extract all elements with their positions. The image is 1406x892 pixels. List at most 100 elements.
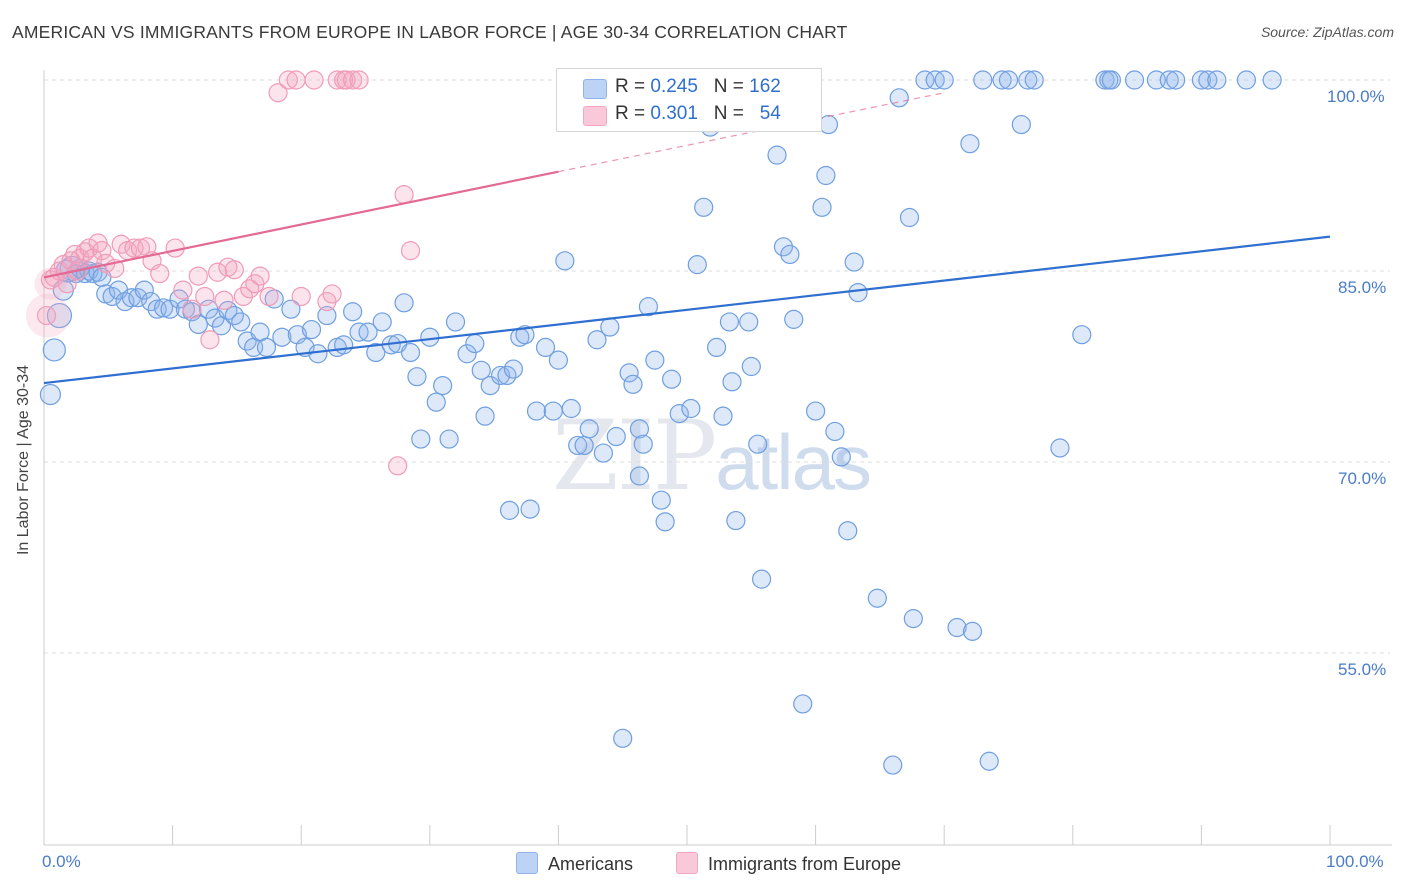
americans-point <box>962 621 983 641</box>
immigrants-point <box>188 266 208 286</box>
y-tick-label-70: 70.0% <box>1338 469 1387 488</box>
americans-point <box>638 297 659 317</box>
americans-point <box>1018 70 1038 90</box>
americans-point <box>301 319 322 340</box>
bottom-legend-immigrants: Immigrants from Europe <box>676 852 901 875</box>
americans-point <box>661 369 682 389</box>
americans-point <box>741 356 761 377</box>
americans-point <box>751 569 772 589</box>
immigrants-trend-line <box>43 170 559 279</box>
americans-point <box>915 70 935 90</box>
americans-point <box>128 288 148 308</box>
immigrants-point <box>286 70 306 90</box>
americans-point <box>1191 70 1212 90</box>
americans-point <box>579 419 599 439</box>
americans-point <box>992 70 1012 90</box>
americans-point <box>1236 70 1257 90</box>
americans-point <box>465 333 485 354</box>
americans-point <box>358 322 378 342</box>
americans-point <box>606 426 626 447</box>
americans-point <box>394 293 414 313</box>
americans-point <box>39 383 62 406</box>
americans-point <box>669 404 689 424</box>
immigrants-point <box>173 280 193 300</box>
americans-point <box>651 490 671 510</box>
y-axis-label: In Labor Force | Age 30-34 <box>15 364 32 556</box>
immigrants-point <box>150 263 170 284</box>
immigrants-point <box>36 305 57 326</box>
americans-point <box>979 751 999 771</box>
immigrants-cluster-bubble <box>25 293 70 338</box>
americans-point <box>1159 70 1179 90</box>
americans-point <box>475 406 495 426</box>
americans-point <box>134 280 154 300</box>
legend-swatch-americans <box>583 79 607 99</box>
immigrants-point <box>388 456 408 476</box>
americans-point <box>272 327 292 347</box>
watermark-zip: ZIP <box>552 400 717 512</box>
immigrants-point <box>322 284 342 304</box>
immigrants-point <box>57 274 77 294</box>
americans-point <box>555 251 575 271</box>
americans-point <box>561 398 581 419</box>
americans-point <box>587 330 607 350</box>
americans-point <box>706 337 727 357</box>
americans-point <box>1011 114 1031 135</box>
legend-n-value-immigrants: 54 <box>759 103 781 124</box>
americans-point <box>899 207 920 228</box>
immigrants-point <box>224 260 244 280</box>
americans-point <box>515 325 535 345</box>
legend-r-value-immigrants: 0.301 <box>650 103 698 124</box>
americans-point <box>400 342 421 363</box>
immigrants-point <box>92 241 112 261</box>
americans-point <box>719 312 740 332</box>
americans-point <box>838 521 858 541</box>
americans-point <box>317 305 337 326</box>
americans-point <box>619 363 639 383</box>
immigrants-point <box>400 241 421 261</box>
americans-point <box>687 255 707 275</box>
americans-point <box>623 374 643 394</box>
americans-point <box>480 376 500 396</box>
americans-point <box>1166 70 1186 90</box>
immigrants-point <box>394 185 414 205</box>
americans-point <box>372 312 392 332</box>
americans-point <box>1262 70 1282 90</box>
legend-r-label: R = <box>615 103 646 124</box>
americans-point <box>218 300 238 321</box>
americans-point <box>543 401 563 421</box>
americans-point <box>1072 325 1092 345</box>
americans-point <box>343 302 363 322</box>
americans-point <box>574 435 594 456</box>
americans-point <box>439 429 459 449</box>
americans-point <box>973 70 993 90</box>
americans-point <box>499 500 520 520</box>
americans-point <box>1124 70 1145 90</box>
chart-title: AMERICAN VS IMMIGRANTS FROM EUROPE IN LA… <box>12 22 848 42</box>
americans-point <box>780 244 800 265</box>
americans-point <box>848 283 868 303</box>
americans-point <box>445 312 466 332</box>
immigrants-cluster-bubble <box>34 267 67 300</box>
americans-point <box>903 609 923 629</box>
americans-point <box>816 165 836 186</box>
americans-point <box>867 588 887 608</box>
americans-point <box>308 344 328 364</box>
americans-point <box>947 617 967 638</box>
immigrants-point <box>214 290 234 310</box>
americans-point <box>366 342 386 363</box>
americans-point <box>889 88 909 108</box>
americans-point <box>934 70 954 90</box>
immigrants-point <box>208 262 228 282</box>
americans-point <box>503 359 523 379</box>
americans-point <box>812 197 832 217</box>
americans-point <box>1101 70 1121 90</box>
americans-trend-line <box>43 235 1331 385</box>
immigrants-point <box>195 286 215 307</box>
americans-point <box>471 360 491 380</box>
americans-point <box>420 327 440 347</box>
americans-point <box>629 466 650 486</box>
americans-point <box>633 434 653 454</box>
americans-point <box>831 447 851 467</box>
